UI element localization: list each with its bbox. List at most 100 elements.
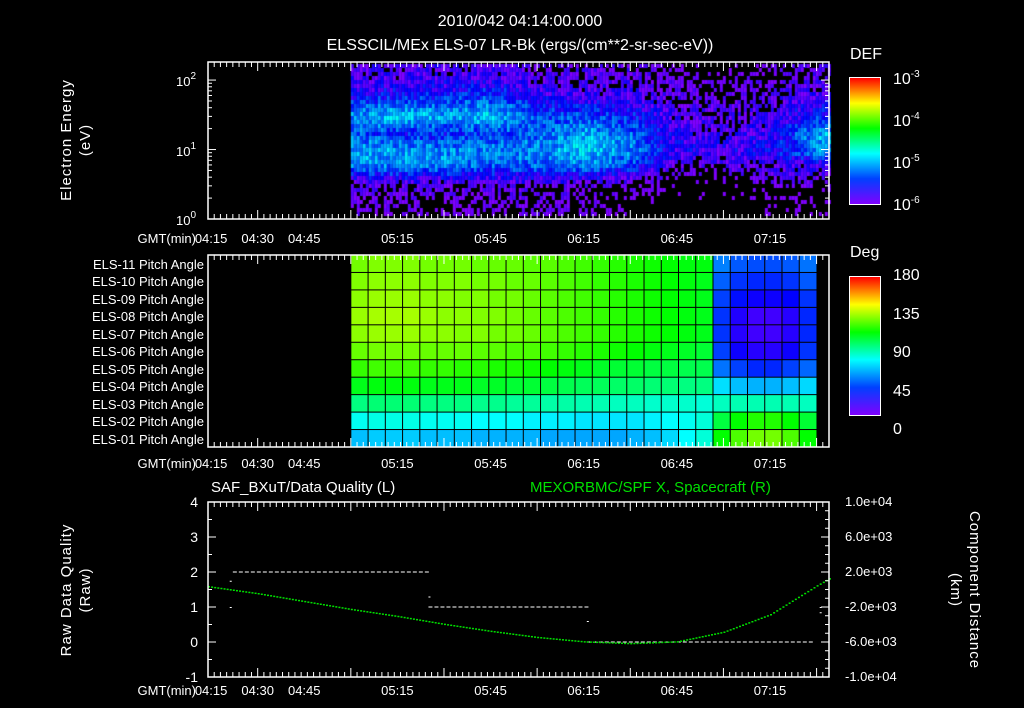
pitch-angle-cell	[712, 324, 732, 344]
tick-exponent: -5	[910, 153, 920, 164]
pitch-angle-cell	[367, 429, 387, 448]
pitch-angle-cell	[626, 394, 646, 414]
position-point	[698, 636, 701, 639]
pitch-angle-cell	[746, 289, 766, 309]
pitch-angle-cell	[557, 376, 577, 396]
pitch-angle-cell	[436, 306, 456, 326]
position-point	[347, 608, 350, 610]
position-point	[509, 633, 512, 635]
pitch-angle-cell	[798, 376, 818, 396]
time-tick-label: 05:45	[474, 683, 507, 698]
def-tick-label: 10-5	[893, 154, 920, 172]
position-point	[428, 621, 431, 623]
pitch-angle-cell	[609, 411, 628, 431]
pitch-angle-cell	[350, 376, 370, 396]
pitch-angle-cell	[557, 429, 577, 448]
position-point	[344, 607, 347, 610]
position-point	[810, 588, 813, 591]
position-point	[679, 640, 682, 642]
pitch-angle-cell	[574, 429, 594, 448]
position-point	[518, 634, 521, 636]
pitch-angle-cell	[419, 341, 439, 361]
position-title: MEXORBMC/SPF X, Spacecraft (R)	[530, 479, 771, 496]
position-point	[658, 641, 661, 644]
pitch-angle-cell	[609, 254, 628, 274]
position-point	[276, 596, 279, 598]
pitch-angle-cell	[419, 289, 439, 309]
pitch-angle-cell	[574, 306, 594, 326]
pitch-angle-cell	[729, 394, 749, 414]
distance-tick-label: -6.0e+03	[845, 634, 897, 649]
position-point	[316, 602, 319, 605]
pitch-angle-cell	[522, 411, 542, 431]
position-point	[552, 638, 555, 640]
pitch-angle-cell	[488, 376, 508, 396]
pitch-angle-cell	[453, 394, 473, 414]
pitch-angle-cell	[350, 394, 370, 414]
pitch-angle-cell	[798, 394, 818, 414]
pitch-angle-cell	[781, 429, 801, 448]
position-point	[273, 595, 276, 598]
pitch-angle-cell	[781, 254, 801, 274]
pitch-angle-cell	[798, 306, 818, 326]
pitch-angle-cell	[591, 411, 611, 431]
pitch-angle-cell	[384, 306, 404, 326]
position-point	[450, 624, 453, 627]
position-point	[434, 622, 437, 624]
pitch-angle-cell	[471, 376, 490, 396]
position-point	[602, 641, 605, 644]
time-tick-label: 04:15	[194, 456, 228, 471]
pitch-angle-cell	[660, 271, 680, 291]
position-point	[760, 617, 763, 619]
pitch-angle-cell	[746, 429, 766, 448]
position-point	[776, 610, 779, 612]
pitch-angle-cell	[522, 289, 542, 309]
position-point	[543, 637, 546, 639]
pitch-angle-cell	[678, 254, 697, 274]
energy-tick-label: 100	[176, 211, 196, 228]
pitch-angle-cell	[436, 376, 456, 396]
position-point	[229, 589, 232, 591]
position-point	[794, 598, 797, 601]
pitch-angle-cell	[574, 411, 594, 431]
position-point	[506, 632, 509, 635]
position-point	[403, 616, 406, 619]
energy-axis-title-line1: Electron Energy	[58, 79, 75, 201]
time-axis-label: GMT(min)	[137, 683, 197, 698]
pitch-angle-cell	[798, 359, 818, 379]
position-point	[419, 619, 422, 621]
position-point	[360, 610, 363, 612]
position-point	[524, 635, 527, 637]
quality-point	[229, 607, 232, 608]
pitch-angle-cell	[471, 429, 490, 448]
pitch-angle-cell	[350, 411, 370, 431]
position-point	[797, 596, 800, 599]
position-point	[350, 608, 353, 611]
position-point	[416, 618, 419, 621]
panel-frame	[207, 254, 830, 448]
pitch-angle-cell	[402, 411, 421, 431]
pitch-angle-cell	[746, 341, 766, 361]
pitch-angle-cell	[729, 359, 749, 379]
position-point	[661, 641, 664, 644]
pitch-angle-cell	[643, 289, 663, 309]
position-point	[431, 621, 434, 624]
pitch-angle-cell	[574, 271, 594, 291]
pitch-angle-cell	[436, 254, 456, 274]
position-point	[596, 641, 599, 644]
pitch-angle-cell	[557, 394, 577, 414]
position-point	[801, 594, 804, 597]
distance-tick-label: 6.0e+03	[845, 529, 893, 544]
pitch-angle-cell	[798, 254, 818, 274]
pitch-angle-row-label: ELS-04 Pitch Angle	[91, 379, 204, 395]
position-point	[437, 622, 440, 625]
pitch-angle-cell	[643, 324, 663, 344]
pitch-angle-cell	[522, 306, 542, 326]
def-tick-label: 10-4	[893, 112, 920, 130]
quality-tick-label: 3	[190, 529, 198, 545]
pitch-angle-cell	[436, 359, 456, 379]
time-tick-label: 06:15	[567, 456, 600, 471]
pitch-angle-cell	[453, 376, 473, 396]
pitch-angle-cell	[436, 289, 456, 309]
pitch-angle-cell	[764, 306, 783, 326]
